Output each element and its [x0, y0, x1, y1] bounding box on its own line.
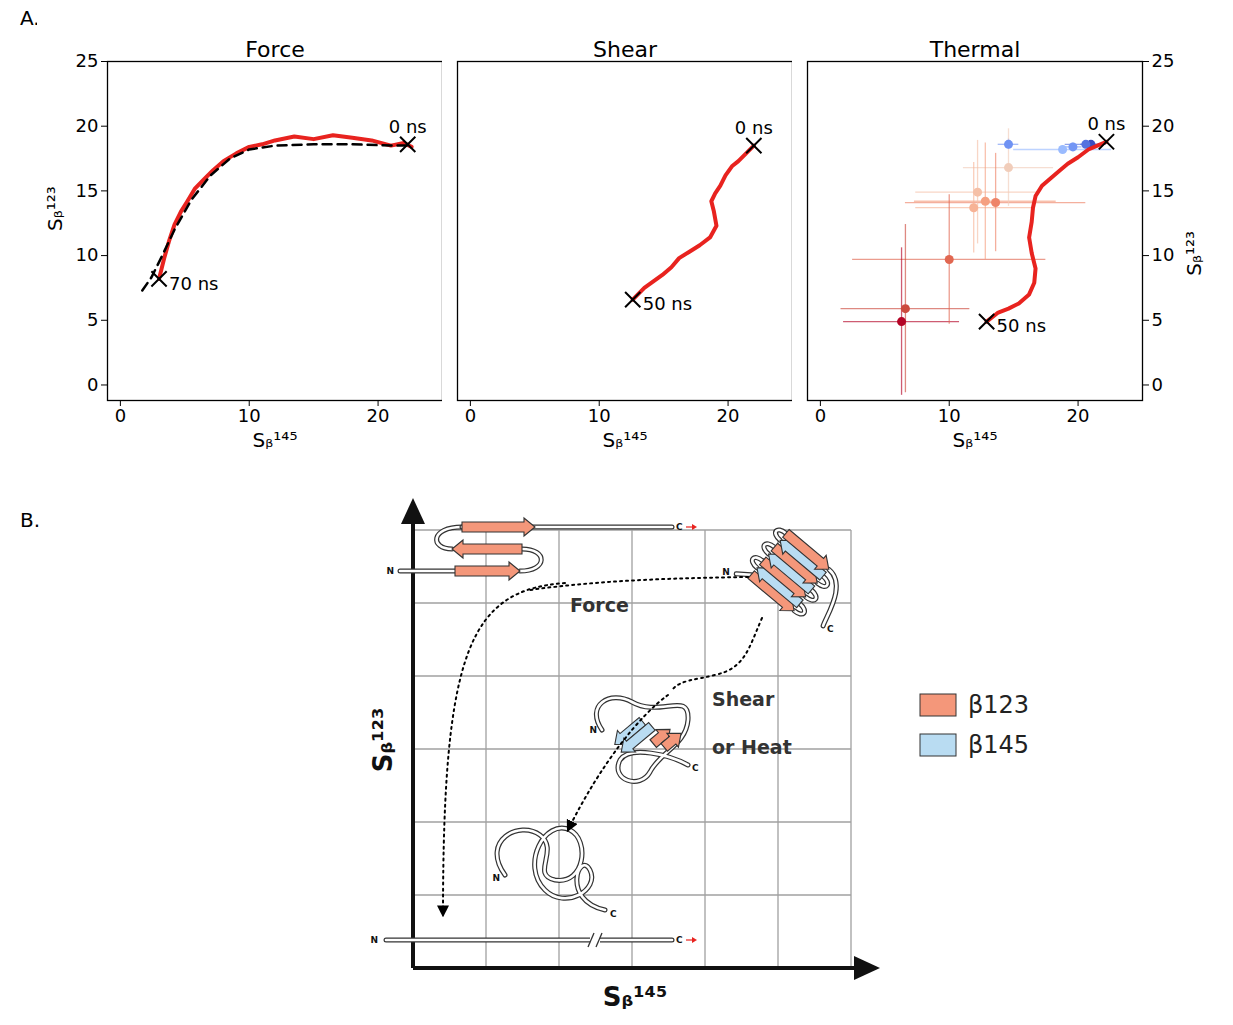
svg-text:C: C	[676, 935, 683, 945]
svg-text:20: 20	[76, 115, 99, 136]
svg-text:Sᵦ¹⁴⁵: Sᵦ¹⁴⁵	[603, 982, 668, 1012]
svg-text:0 ns: 0 ns	[389, 116, 427, 137]
svg-text:Force: Force	[245, 37, 305, 62]
svg-text:N: N	[589, 725, 597, 735]
svg-text:0: 0	[465, 405, 476, 426]
svg-text:0: 0	[815, 405, 826, 426]
svg-text:20: 20	[367, 405, 390, 426]
svg-text:20: 20	[1152, 115, 1175, 136]
svg-text:0: 0	[1152, 374, 1163, 395]
svg-text:0 ns: 0 ns	[1087, 113, 1125, 134]
svg-text:C: C	[692, 763, 699, 773]
svg-text:Sᵦ¹⁴⁵: Sᵦ¹⁴⁵	[603, 428, 648, 452]
html-text:A.: A.	[20, 6, 40, 30]
svg-text:15: 15	[1152, 180, 1175, 201]
svg-text:Sᵦ¹²³: Sᵦ¹²³	[43, 186, 67, 231]
svg-text:Thermal: Thermal	[929, 37, 1021, 62]
svg-text:15: 15	[76, 180, 99, 201]
svg-text:0: 0	[115, 405, 126, 426]
svg-text:N: N	[386, 566, 394, 576]
svg-text:Sᵦ¹²³: Sᵦ¹²³	[1182, 231, 1206, 276]
svg-text:Sᵦ¹⁴⁵: Sᵦ¹⁴⁵	[253, 428, 298, 452]
svg-text:N: N	[722, 567, 730, 577]
svg-text:10: 10	[588, 405, 611, 426]
svg-text:10: 10	[76, 244, 99, 265]
svg-text:Shear: Shear	[593, 37, 658, 62]
svg-text:Shear: Shear	[712, 688, 775, 710]
svg-text:5: 5	[1152, 309, 1163, 330]
svg-text:0 ns: 0 ns	[735, 117, 773, 138]
svg-text:N: N	[370, 935, 378, 945]
svg-text:50 ns: 50 ns	[997, 315, 1046, 336]
svg-text:Force: Force	[570, 594, 629, 616]
svg-text:25: 25	[1152, 50, 1175, 71]
svg-text:or Heat: or Heat	[712, 736, 792, 758]
svg-text:20: 20	[1067, 405, 1090, 426]
svg-text:10: 10	[938, 405, 961, 426]
html-text:B.: B.	[20, 508, 41, 532]
svg-text:25: 25	[76, 50, 99, 71]
svg-text:20: 20	[717, 405, 740, 426]
svg-text:C: C	[827, 624, 834, 634]
svg-text:C: C	[610, 909, 617, 919]
svg-text:Sᵦ¹⁴⁵: Sᵦ¹⁴⁵	[953, 428, 998, 452]
svg-text:10: 10	[238, 405, 261, 426]
svg-text:C: C	[676, 522, 683, 532]
svg-text:0: 0	[87, 374, 98, 395]
svg-text:β145: β145	[968, 731, 1029, 759]
svg-text:50 ns: 50 ns	[643, 293, 692, 314]
svg-text:5: 5	[87, 309, 98, 330]
svg-text:70 ns: 70 ns	[169, 273, 218, 294]
svg-text:N: N	[492, 873, 500, 883]
svg-text:Sᵦ¹²³: Sᵦ¹²³	[368, 708, 398, 773]
svg-text:β123: β123	[968, 691, 1029, 719]
svg-text:10: 10	[1152, 244, 1175, 265]
